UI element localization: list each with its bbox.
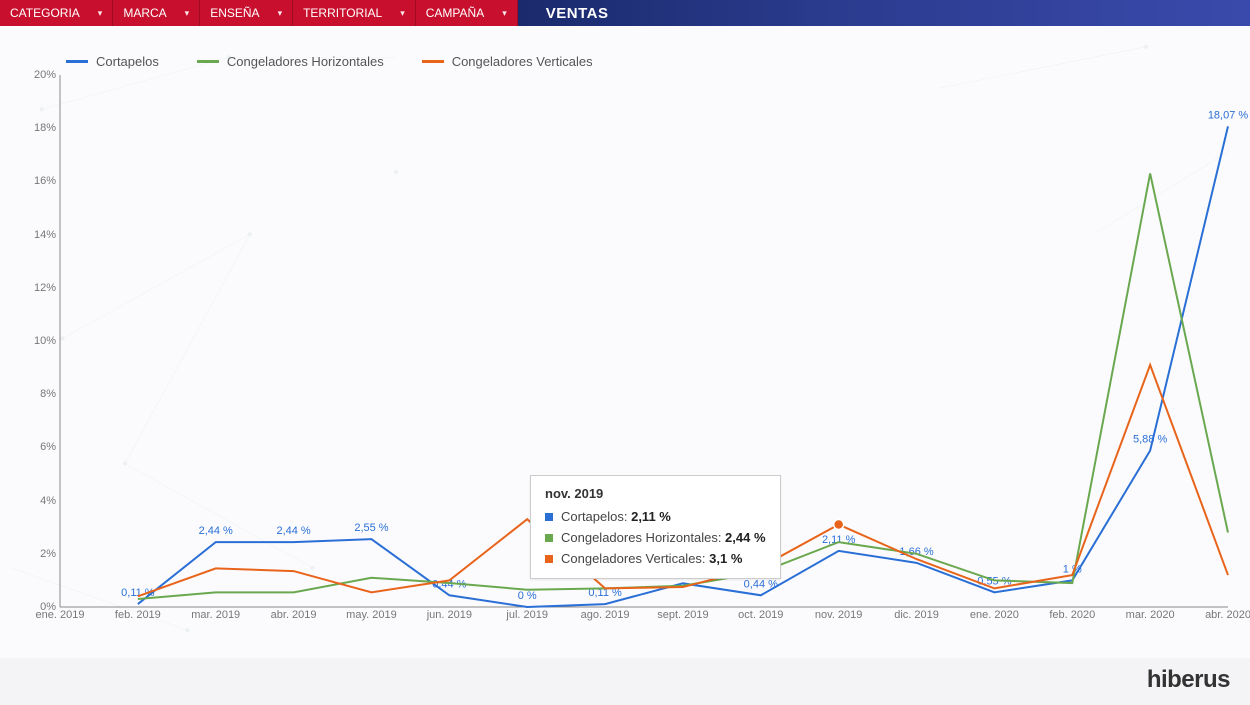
filter-enseña[interactable]: ENSEÑA ▾ <box>200 0 293 26</box>
filter-territorial[interactable]: TERRITORIAL ▾ <box>293 0 416 26</box>
x-tick-label: nov. 2019 <box>815 609 863 621</box>
chart-container: CortapelosCongeladores HorizontalesConge… <box>0 26 1250 658</box>
footer: hiberus <box>0 658 1250 702</box>
x-tick-label: may. 2019 <box>346 609 397 621</box>
x-tick-label: abr. 2020 <box>1205 609 1250 621</box>
x-tick-label: sept. 2019 <box>657 609 708 621</box>
y-tick-label: 18% <box>34 122 56 134</box>
chevron-down-icon: ▾ <box>278 8 283 19</box>
filter-marca[interactable]: MARCA ▾ <box>113 0 200 26</box>
x-tick-label: jul. 2019 <box>506 609 548 621</box>
tooltip-swatch <box>545 555 553 563</box>
filter-label: CATEGORIA <box>10 6 80 20</box>
tooltip-row: Congeladores Verticales: 3,1 % <box>545 551 766 566</box>
y-tick-label: 6% <box>40 441 56 453</box>
brand-logo: hiberus <box>1147 666 1230 694</box>
filter-label: MARCA <box>123 6 166 20</box>
filter-bar: CATEGORIA▾MARCA▾ENSEÑA▾TERRITORIAL▾CAMPA… <box>0 0 1250 26</box>
tooltip-label: Cortapelos: 2,11 % <box>561 509 671 524</box>
point-label: 2,44 % <box>276 525 310 537</box>
tooltip-row: Congeladores Horizontales: 2,44 % <box>545 530 766 545</box>
x-tick-label: ago. 2019 <box>581 609 630 621</box>
y-tick-label: 2% <box>40 548 56 560</box>
chevron-down-icon: ▾ <box>502 8 507 19</box>
point-label: 2,55 % <box>354 522 388 534</box>
tooltip-label: Congeladores Horizontales: 2,44 % <box>561 530 766 545</box>
x-tick-label: feb. 2019 <box>115 609 161 621</box>
filter-label: TERRITORIAL <box>303 6 382 20</box>
filter-label: CAMPAÑA <box>426 6 484 20</box>
y-tick-label: 12% <box>34 282 56 294</box>
tooltip-row: Cortapelos: 2,11 % <box>545 509 766 524</box>
tooltip-label: Congeladores Verticales: 3,1 % <box>561 551 742 566</box>
y-tick-label: 16% <box>34 175 56 187</box>
y-tick-label: 20% <box>34 69 56 81</box>
point-label: 2,44 % <box>199 525 233 537</box>
page-title: VENTAS <box>518 0 1250 26</box>
y-axis: 0%2%4%6%8%10%12%14%16%18%20% <box>22 75 60 607</box>
tooltip-swatch <box>545 534 553 542</box>
chart-plot: 0%2%4%6%8%10%12%14%16%18%20% 0,11 %2,44 … <box>22 75 1228 627</box>
y-tick-label: 10% <box>34 335 56 347</box>
x-tick-label: mar. 2019 <box>191 609 240 621</box>
tooltip-value: 3,1 % <box>709 551 742 566</box>
y-tick-label: 8% <box>40 388 56 400</box>
title-text: VENTAS <box>546 5 609 22</box>
y-tick-label: 4% <box>40 495 56 507</box>
x-tick-label: ene. 2020 <box>970 609 1019 621</box>
tooltip-value: 2,44 % <box>725 530 765 545</box>
tooltip-value: 2,11 % <box>631 509 671 524</box>
tooltip-swatch <box>545 513 553 521</box>
hover-marker <box>834 520 844 530</box>
x-tick-label: jun. 2019 <box>427 609 472 621</box>
filter-campaña[interactable]: CAMPAÑA ▾ <box>416 0 518 26</box>
x-tick-label: mar. 2020 <box>1126 609 1175 621</box>
x-tick-label: feb. 2020 <box>1049 609 1095 621</box>
point-label: 0 % <box>518 590 537 602</box>
tooltip-title: nov. 2019 <box>545 486 766 501</box>
point-label: 18,07 % <box>1208 109 1249 121</box>
x-axis: ene. 2019feb. 2019mar. 2019abr. 2019may.… <box>60 607 1228 627</box>
point-label: 5,88 % <box>1133 434 1167 446</box>
point-label: 0,44 % <box>744 578 778 590</box>
filter-categoria[interactable]: CATEGORIA ▾ <box>0 0 113 26</box>
x-tick-label: oct. 2019 <box>738 609 783 621</box>
chevron-down-icon: ▾ <box>185 8 190 19</box>
chevron-down-icon: ▾ <box>98 8 103 19</box>
y-tick-label: 14% <box>34 229 56 241</box>
filter-label: ENSEÑA <box>210 6 259 20</box>
x-tick-label: abr. 2019 <box>271 609 317 621</box>
x-tick-label: dic. 2019 <box>894 609 939 621</box>
chart-tooltip: nov. 2019 Cortapelos: 2,11 % Congeladores … <box>530 475 781 579</box>
chevron-down-icon: ▾ <box>400 8 405 19</box>
x-tick-label: ene. 2019 <box>36 609 85 621</box>
